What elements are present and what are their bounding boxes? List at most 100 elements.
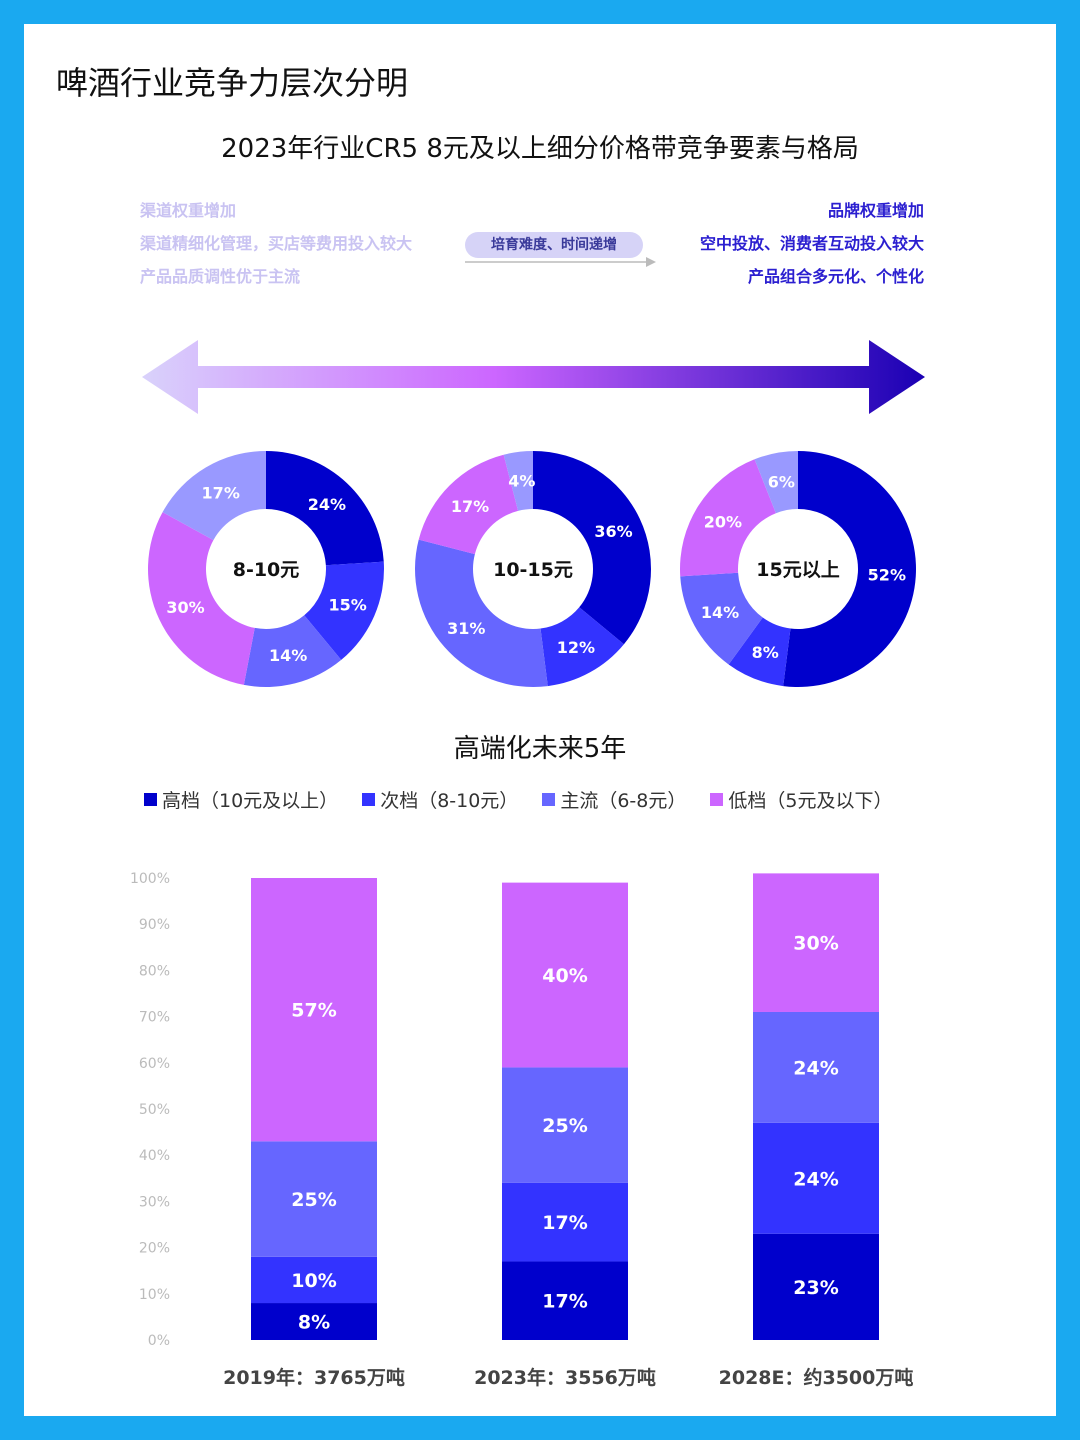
bar-value-label: 25% <box>291 1189 336 1211</box>
double-arrow <box>142 340 925 414</box>
legend-item: 高档（10元及以上） <box>144 786 338 813</box>
donut-center-label: 10-15元 <box>493 559 573 581</box>
bar-value-label: 24% <box>793 1168 838 1190</box>
legend-item: 次档（8-10元） <box>362 786 518 813</box>
bar-value-label: 25% <box>542 1115 587 1137</box>
donut-slice <box>783 451 916 687</box>
channel-note: 渠道权重增加 <box>140 201 237 220</box>
brand-note: 产品组合多元化、个性化 <box>747 267 924 286</box>
donut-center-label: 8-10元 <box>233 559 300 581</box>
y-tick-label: 70% <box>139 1010 170 1026</box>
legend-swatch <box>710 793 724 806</box>
page-title: 啤酒行业竞争力层次分明 <box>56 64 409 102</box>
y-tick-label: 10% <box>139 1287 170 1303</box>
bar-segment <box>753 1233 879 1340</box>
legend-swatch <box>362 793 376 806</box>
donut-slice <box>148 512 255 685</box>
bar-chart-title: 高端化未来5年 <box>453 734 627 764</box>
donut-slice-label: 24% <box>308 495 346 514</box>
small-arrow-head <box>646 257 656 267</box>
donut-slice <box>162 451 266 541</box>
donut-slice <box>728 617 791 687</box>
donut-slice <box>266 451 384 566</box>
donut-slice-label: 12% <box>557 638 595 657</box>
legend-label: 低档（5元及以下） <box>728 790 893 812</box>
bar-segment <box>753 873 879 1012</box>
legend-swatch <box>542 793 556 806</box>
bar-segment <box>753 1011 879 1123</box>
bar-segment <box>753 1122 879 1234</box>
y-tick-label: 50% <box>139 1102 170 1118</box>
donut-center-label: 15元以上 <box>756 559 839 581</box>
bar-value-label: 23% <box>793 1277 838 1299</box>
brand-note: 品牌权重增加 <box>827 201 924 220</box>
y-tick-label: 80% <box>139 963 170 979</box>
brand-notes: 品牌权重增加 空中投放、消费者互动投入较大 产品组合多元化、个性化 <box>700 200 924 299</box>
chart-subtitle: 2023年行业CR5 8元及以上细分价格带竞争要素与格局 <box>221 134 859 164</box>
x-category-label: 2019年：3765万吨 <box>223 1366 405 1389</box>
y-tick-label: 20% <box>139 1241 170 1257</box>
donut-slice-label: 31% <box>447 619 485 638</box>
legend: 高档（10元及以上） 次档（8-10元） 主流（6-8元） 低档（5元及以下） <box>144 786 892 813</box>
donut-slice <box>243 615 342 688</box>
donut-slice <box>680 572 763 665</box>
bar-value-label: 24% <box>793 1057 838 1079</box>
legend-item: 低档（5元及以下） <box>710 786 892 813</box>
donut-slice-label: 6% <box>768 473 795 492</box>
bar-segment <box>502 882 628 1068</box>
donut-slice-label: 17% <box>202 483 240 502</box>
y-tick-label: 90% <box>139 917 170 933</box>
donut-slice <box>304 561 384 660</box>
x-category-label: 2028E：约3500万吨 <box>719 1366 914 1389</box>
channel-note: 产品品质调性优于主流 <box>140 267 301 286</box>
x-category-label: 2023年：3556万吨 <box>474 1366 656 1389</box>
channel-notes: 渠道权重增加 渠道精细化管理，买店等费用投入较大 产品品质调性优于主流 <box>140 200 412 299</box>
brand-note: 空中投放、消费者互动投入较大 <box>699 234 924 253</box>
bar-segment <box>502 1182 628 1262</box>
donut-slice-label: 30% <box>166 598 204 617</box>
donut-slice <box>540 607 624 687</box>
y-tick-label: 30% <box>139 1194 170 1210</box>
donut-slice-label: 15% <box>329 595 367 614</box>
bar-segment <box>251 1141 377 1257</box>
bar-value-label: 40% <box>542 965 587 987</box>
donut-slice-label: 14% <box>269 646 307 665</box>
donut-slice-label: 14% <box>701 603 739 622</box>
y-tick-label: 40% <box>139 1148 170 1164</box>
donut-slice <box>503 451 533 511</box>
donut-slice <box>754 451 798 514</box>
donut-slice <box>680 459 776 577</box>
donut-slice <box>414 539 548 687</box>
donut-slice-label: 36% <box>594 522 632 541</box>
donut-slice <box>418 454 519 555</box>
donut-slice-label: 17% <box>451 497 489 516</box>
bar-segment <box>251 878 377 1142</box>
bar-value-label: 17% <box>542 1291 587 1313</box>
donut-slice-label: 20% <box>704 512 742 531</box>
bar-segment <box>502 1067 628 1183</box>
bar-segment <box>251 1256 377 1304</box>
chart-canvas: 24% 15% 14% 30% 17% 8-10元 36% 12% 31% 17% 4% 10-15元… <box>130 257 925 1389</box>
legend-swatch <box>144 793 157 806</box>
legend-label: 次档（8-10元） <box>380 790 519 812</box>
donut-slice-label: 4% <box>508 472 535 491</box>
bar-value-label: 8% <box>298 1312 330 1334</box>
y-tick-label: 0% <box>148 1333 170 1349</box>
bar-value-label: 10% <box>291 1270 336 1292</box>
bar-value-label: 30% <box>793 933 838 955</box>
bar-value-label: 57% <box>291 1000 336 1022</box>
bar-segment <box>502 1261 628 1340</box>
donut-slice-label: 52% <box>868 566 906 585</box>
infographic-card: 啤酒行业竞争力层次分明 2023年行业CR5 8元及以上细分价格带竞争要素与格局… <box>24 24 1056 1416</box>
donut-slice-label: 8% <box>752 643 779 662</box>
channel-note: 渠道精细化管理，买店等费用投入较大 <box>140 234 413 253</box>
bar-segment <box>251 1303 377 1340</box>
y-tick-label: 100% <box>130 871 170 887</box>
donut-slice <box>533 451 651 645</box>
legend-label: 高档（10元及以上） <box>162 790 339 812</box>
legend-item: 主流（6-8元） <box>542 786 686 813</box>
bar-value-label: 17% <box>542 1212 587 1234</box>
difficulty-pill: 培育难度、时间递增 <box>465 232 643 258</box>
legend-label: 主流（6-8元） <box>560 790 687 812</box>
y-tick-label: 60% <box>139 1056 170 1072</box>
